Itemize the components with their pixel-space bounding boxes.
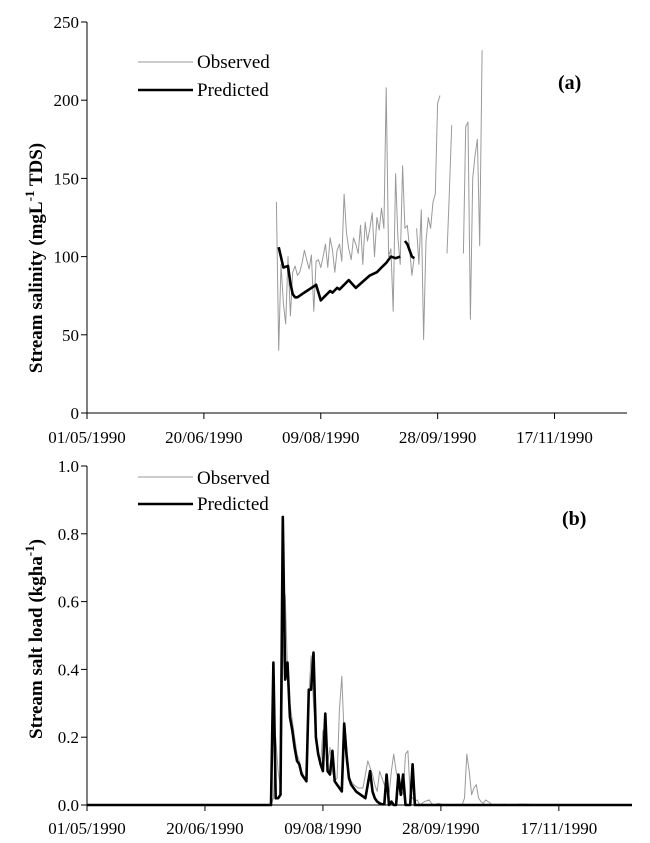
salt-load-legend-predicted-label: Predicted bbox=[197, 494, 269, 515]
salinity-observed-line bbox=[446, 125, 453, 254]
salt-load-y-tick-label: 0.4 bbox=[58, 660, 80, 679]
salinity-predicted-line bbox=[277, 246, 401, 302]
salt-load-y-tick-label: 0.8 bbox=[58, 525, 79, 544]
salinity-y-tick-label: 100 bbox=[54, 248, 80, 267]
salinity-observed-line bbox=[462, 50, 483, 320]
salt-load-y-tick-label: 1.0 bbox=[58, 457, 79, 476]
salt-load-predicted-line bbox=[87, 515, 632, 807]
salinity-predicted-line bbox=[403, 240, 416, 260]
salinity-y-tick-label: 50 bbox=[62, 326, 79, 345]
salinity-y-axis-title-tail: TDS) bbox=[26, 143, 47, 191]
salt-load-observed-line bbox=[87, 594, 632, 806]
salinity-y-axis-title: Stream salinity (mgL-1 TDS) bbox=[22, 143, 47, 373]
salinity-y-tick-label: 0 bbox=[71, 404, 80, 423]
salinity-legend: Observed Predicted bbox=[138, 52, 270, 101]
salinity-y-tick-label: 150 bbox=[54, 169, 80, 188]
salt-load-y-axis-title-main: Stream salt load (kgha bbox=[26, 556, 47, 739]
salinity-y-axis-title-superscript: -1 bbox=[22, 191, 37, 202]
salt-load-y-axis-title-superscript: -1 bbox=[22, 545, 37, 556]
salinity-x-tick-label: 09/08/1990 bbox=[282, 428, 359, 447]
salinity-plot-area: 0 50 100 150 200 250 01/05/1990 20/06/1990 09/08… bbox=[48, 13, 627, 447]
salt-load-legend-observed-label: Observed bbox=[197, 468, 270, 489]
salinity-y-axis-title-main: Stream salinity (mgL bbox=[26, 201, 47, 373]
salt-load-legend: Observed Predicted bbox=[138, 468, 270, 515]
salt-load-x-tick-label: 28/09/1990 bbox=[402, 819, 479, 838]
salt-load-panel: 0.0 0.2 0.4 0.6 0.8 1.0 01/05/1990 20/06/1990 09… bbox=[22, 457, 632, 838]
salt-load-x-tick-label: 20/06/1990 bbox=[166, 819, 243, 838]
salinity-y-tick-label: 200 bbox=[54, 91, 80, 110]
salt-load-panel-tag: (b) bbox=[562, 508, 586, 530]
salinity-x-tick-label: 20/06/1990 bbox=[165, 428, 242, 447]
salt-load-plot-area: 0.0 0.2 0.4 0.6 0.8 1.0 01/05/1990 20/06/1990 09… bbox=[48, 457, 632, 838]
salt-load-y-tick-label: 0.2 bbox=[58, 728, 79, 747]
salt-load-x-tick-label: 01/05/1990 bbox=[48, 819, 125, 838]
salt-load-y-tick-label: 0.6 bbox=[58, 593, 79, 612]
salt-load-y-axis-title-tail: ) bbox=[26, 539, 47, 545]
salinity-observed-line bbox=[416, 95, 441, 340]
salinity-legend-predicted-label: Predicted bbox=[197, 80, 269, 101]
salinity-x-tick-label: 01/05/1990 bbox=[48, 428, 125, 447]
salinity-panel-tag: (a) bbox=[558, 72, 581, 94]
salinity-panel: 0 50 100 150 200 250 01/05/1990 20/06/1990 09/08… bbox=[22, 13, 627, 447]
salinity-y-tick-label: 250 bbox=[54, 13, 80, 32]
salinity-observed-line bbox=[275, 87, 415, 351]
salt-load-y-axis-title: Stream salt load (kgha-1) bbox=[22, 539, 47, 739]
salinity-x-tick-label: 17/11/1990 bbox=[516, 428, 593, 447]
salt-load-y-tick-label: 0.0 bbox=[58, 796, 79, 815]
salt-load-x-tick-label: 09/08/1990 bbox=[284, 819, 361, 838]
salinity-x-tick-label: 28/09/1990 bbox=[399, 428, 476, 447]
salt-load-x-tick-label: 17/11/1990 bbox=[520, 819, 597, 838]
salinity-legend-observed-label: Observed bbox=[197, 52, 270, 73]
